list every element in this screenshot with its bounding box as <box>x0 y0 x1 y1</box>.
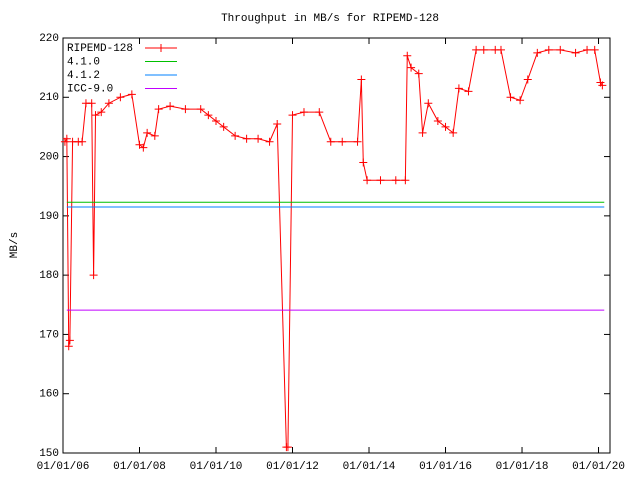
data-point <box>571 48 580 57</box>
data-point <box>315 108 324 117</box>
data-point <box>91 111 100 120</box>
data-point <box>104 99 113 108</box>
y-tick-label: 210 <box>39 92 59 104</box>
data-point <box>403 51 412 60</box>
y-tick-label: 200 <box>39 151 59 163</box>
x-tick-label: 01/01/18 <box>496 461 549 473</box>
chart-title: Throughput in MB/s for RIPEMD-128 <box>221 13 439 25</box>
data-point <box>464 87 473 96</box>
data-point <box>506 93 515 102</box>
x-tick-label: 01/01/12 <box>266 461 319 473</box>
data-point <box>407 63 416 72</box>
legend-marker <box>157 44 165 52</box>
legend-label: ICC-9.0 <box>67 83 113 95</box>
data-point <box>242 134 251 143</box>
data-point <box>65 336 74 345</box>
data-point <box>254 134 263 143</box>
data-point <box>533 48 542 57</box>
data-point <box>433 117 442 125</box>
data-point <box>116 93 125 102</box>
data-point <box>326 137 335 146</box>
legend-label: 4.1.2 <box>67 70 100 82</box>
data-point <box>357 75 366 84</box>
data-point <box>556 45 565 54</box>
data-point <box>181 105 190 114</box>
data-point <box>219 122 228 131</box>
data-point <box>590 45 599 54</box>
y-tick-label: 160 <box>39 389 59 401</box>
data-point <box>544 45 553 54</box>
data-point <box>472 45 481 54</box>
y-tick-label: 220 <box>39 33 59 45</box>
data-point <box>273 119 282 128</box>
data-point <box>62 134 71 143</box>
plot-frame <box>62 37 611 454</box>
data-point <box>196 105 205 114</box>
legend-label: RIPEMD-128 <box>67 43 133 55</box>
x-tick-label: 01/01/20 <box>572 461 625 473</box>
data-point <box>154 105 163 114</box>
data-point <box>150 131 159 140</box>
data-point <box>143 128 152 137</box>
data-point <box>424 99 433 108</box>
data-point <box>441 122 450 131</box>
data-point <box>288 111 297 120</box>
data-point <box>516 96 525 105</box>
y-tick-label: 180 <box>39 270 59 282</box>
data-point <box>299 108 308 117</box>
data-point <box>265 137 274 146</box>
x-tick-label: 01/01/10 <box>190 461 243 473</box>
data-point <box>64 342 73 351</box>
y-tick-label: 150 <box>39 448 59 460</box>
data-point <box>127 90 136 99</box>
data-point <box>89 271 98 280</box>
data-point <box>418 128 427 137</box>
data-point <box>166 102 175 111</box>
data-point <box>338 137 347 146</box>
y-tick-label: 170 <box>39 329 59 341</box>
data-point <box>363 176 372 185</box>
data-point <box>212 117 221 125</box>
data-point <box>283 443 292 452</box>
data-point <box>414 69 423 78</box>
data-point <box>87 99 96 108</box>
data-point <box>391 176 400 185</box>
data-point <box>78 137 87 146</box>
data-point <box>479 45 488 54</box>
data-point <box>231 131 240 140</box>
data-point <box>353 137 362 146</box>
x-tick-label: 01/01/14 <box>343 461 396 473</box>
data-point <box>454 84 463 93</box>
data-point <box>598 81 607 90</box>
data-point <box>97 108 106 117</box>
y-tick-label: 190 <box>39 211 59 223</box>
data-point <box>401 176 410 185</box>
x-tick-label: 01/01/08 <box>113 461 166 473</box>
data-point <box>449 128 458 137</box>
data-point <box>496 45 505 54</box>
data-point <box>523 75 532 84</box>
data-point <box>359 158 368 167</box>
y-axis-label: MB/s <box>9 232 21 258</box>
data-point <box>376 176 385 185</box>
data-point <box>204 111 213 120</box>
legend-label: 4.1.0 <box>67 56 100 68</box>
x-tick-label: 01/01/16 <box>419 461 472 473</box>
data-point <box>583 45 592 54</box>
x-tick-label: 01/01/06 <box>37 461 90 473</box>
data-point <box>139 143 148 152</box>
